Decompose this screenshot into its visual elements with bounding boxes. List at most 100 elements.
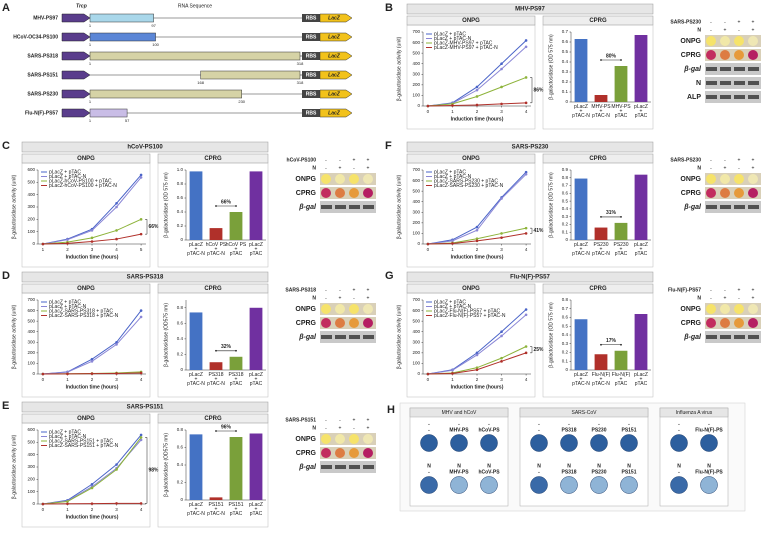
plate-label: -: [538, 427, 540, 433]
x-tick-label: 3: [500, 377, 503, 382]
plate-label: hCoV-PS: [478, 427, 500, 433]
band: [349, 205, 360, 209]
x-tick-label: 2: [66, 247, 69, 252]
well: [363, 188, 373, 198]
x-tick-label: MHV-PS + pTAC: [611, 104, 631, 119]
row-label: CPRG: [296, 450, 317, 457]
construct-name: SARS-PS230: [27, 91, 58, 97]
x-axis-label: Induction time (hours): [451, 254, 504, 260]
y-tick-label: 300: [412, 339, 420, 344]
plate-label: Flu-N(F)-PS: [695, 427, 723, 433]
y-tick-label: 700: [412, 29, 420, 34]
point: [524, 226, 528, 230]
band: [335, 205, 346, 209]
y-axis-label: β-galactosidase (OD575 nm): [163, 433, 169, 497]
sign: +: [367, 157, 370, 163]
sign: +: [353, 417, 356, 423]
annotation-dot: [600, 59, 602, 61]
x-tick-label: 1: [451, 377, 454, 382]
point: [475, 228, 479, 232]
point: [66, 500, 69, 503]
row-label: ALP: [687, 94, 701, 101]
y-tick-label: 200: [27, 350, 35, 355]
plate-label: -: [678, 469, 680, 475]
rbs-label: RBS: [306, 72, 317, 78]
point: [41, 372, 45, 376]
chart-title: ONPG: [77, 286, 95, 292]
y-tick-label: 0.6: [177, 321, 184, 326]
x-tick-label: 1: [451, 109, 454, 114]
point: [66, 372, 69, 376]
y-tick-label: 0.8: [562, 175, 569, 180]
y-tick-label: 0: [565, 367, 568, 372]
lacz-label: LacZ: [328, 110, 341, 116]
chart-title: CPRG: [589, 156, 607, 162]
y-tick-label: 300: [412, 209, 420, 214]
chart-frame: [157, 162, 269, 268]
bracket: [530, 346, 533, 354]
plate-title-bg: [519, 407, 649, 418]
annotation: 98%: [149, 468, 160, 474]
y-tick-label: 600: [27, 167, 35, 172]
sign: -: [738, 295, 740, 301]
point: [139, 438, 143, 442]
plate-n: N: [537, 463, 541, 469]
blot-label: SARS-PS230: [670, 19, 701, 25]
annotation: 25%: [534, 347, 545, 353]
bar: [249, 433, 263, 500]
band: [363, 335, 374, 339]
plate-label: PS318: [561, 427, 576, 433]
rbs-label: RBS: [306, 15, 317, 21]
bar: [634, 174, 648, 240]
blot-image: [320, 447, 376, 459]
sign: -: [710, 295, 712, 301]
sign: +: [724, 27, 727, 33]
legend-label: pLacZ + pTAC: [49, 429, 81, 435]
sign: +: [353, 287, 356, 293]
point: [139, 232, 143, 236]
plate-n: N: [597, 463, 601, 469]
plate-label: Flu-N(F)-PS: [695, 469, 723, 475]
colony: [450, 476, 468, 494]
x-tick-label: pLacZ + pTAC: [634, 104, 648, 119]
x-tick-label: PS151 + pTAC-N: [207, 502, 225, 517]
x-tick-label: pLacZ + pTAC: [249, 372, 263, 387]
row-label: ONPG: [680, 306, 701, 313]
band: [706, 205, 717, 209]
bar: [634, 314, 648, 370]
row-label: ONPG: [295, 176, 316, 183]
y-tick-label: 0: [565, 237, 568, 242]
plate-n: N: [677, 463, 681, 469]
x-tick-label: 0: [42, 377, 45, 382]
point: [426, 372, 430, 376]
annotation: 86%: [534, 87, 545, 93]
y-tick-label: 0.3: [562, 341, 569, 346]
pos-label: 1: [89, 118, 92, 123]
y-tick-label: 0.5: [562, 49, 569, 54]
y-tick-label: 0: [417, 241, 420, 246]
sign: +: [367, 417, 370, 423]
bar: [594, 95, 608, 102]
well: [349, 304, 359, 314]
x-tick-label: PS318 + pTAC: [228, 372, 243, 387]
x-tick-label: Flu-N(F) + pTAC-N: [592, 372, 611, 387]
sub-header: [21, 413, 151, 424]
point: [475, 95, 479, 98]
point: [66, 242, 69, 245]
point: [115, 372, 118, 375]
sign: -: [353, 425, 355, 431]
y-axis-label: β-galactosidase activity (unit): [396, 304, 402, 369]
sign: -: [339, 157, 341, 163]
x-axis-label: Induction time (hours): [451, 116, 504, 122]
y-tick-label: 400: [412, 329, 420, 334]
sign: -: [710, 19, 712, 25]
y-tick-label: 0.7: [562, 29, 569, 34]
well: [349, 188, 359, 198]
sign: -: [724, 19, 726, 25]
series-line: [427, 76, 527, 107]
row-label: CPRG: [681, 320, 702, 327]
promoter-arrow: [61, 51, 91, 61]
point: [475, 351, 479, 355]
bracket: [145, 219, 148, 235]
lacz-label: LacZ: [328, 53, 341, 59]
